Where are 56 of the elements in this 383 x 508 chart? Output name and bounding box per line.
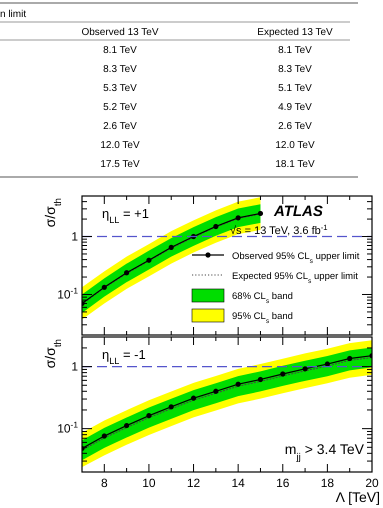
point [146, 258, 152, 263]
point [258, 210, 264, 216]
x-tick-label: 10 [142, 476, 156, 490]
y-tick-label: 1 [71, 230, 78, 244]
text: 18.1 TeV [275, 159, 315, 170]
annotation: ATLAS [273, 203, 323, 220]
x-tick-label: 16 [276, 476, 290, 490]
text: 5.1 TeV [278, 83, 312, 94]
y-tick-label: 1 [71, 360, 78, 374]
point [190, 396, 196, 401]
text: 4.9 TeV [278, 102, 312, 113]
x-tick-label: 14 [231, 476, 246, 490]
x-tick-label: 20 [365, 476, 379, 490]
annotation: η$_{LL}$ = +1 [102, 206, 149, 225]
annotation: √s = 13 TeV, 3.6 fb$^{-1}$ [230, 222, 328, 237]
legend-label: Observed 95% CL$_{s}$ upper limit [232, 251, 360, 264]
x-axis-title: Λ [TeV] [336, 489, 380, 505]
legend-label: Expected 95% CL$_{s}$ upper limit [232, 271, 358, 284]
point [124, 422, 130, 428]
point [302, 366, 308, 372]
y-tick-label: 10$^{-1}$ [57, 420, 78, 436]
category-label: Expected 13 TeV [257, 27, 334, 38]
point [236, 382, 241, 387]
legend-label: 95% CL$_{s}$ band [232, 311, 293, 324]
point [236, 215, 241, 220]
text: 5.3 TeV [103, 83, 137, 94]
point [124, 270, 130, 276]
point [168, 244, 174, 250]
text: 12.0 TeV [100, 140, 140, 151]
category-label: Observed 13 TeV [81, 27, 159, 38]
point [168, 404, 174, 410]
text: 5.2 TeV [103, 102, 137, 113]
point [280, 371, 286, 377]
text: 17.5 TeV [100, 159, 140, 170]
point [102, 284, 107, 290]
text: 8.3 TeV [103, 64, 137, 75]
point [146, 413, 152, 418]
annotation: m$_{jj}$ > 3.4 TeV [284, 441, 365, 462]
text: 2.6 TeV [103, 121, 137, 132]
x-tick-label: 18 [320, 476, 334, 490]
y-tick-label: 10$^{-1}$ [57, 285, 78, 302]
x-tick-label: 8 [100, 476, 108, 490]
point [347, 356, 352, 362]
text: 8.1 TeV [103, 45, 137, 56]
point [213, 388, 218, 394]
text: n limit [0, 9, 26, 20]
text: 12.0 TeV [275, 140, 315, 151]
point [102, 433, 107, 439]
point [213, 224, 218, 230]
text: 8.3 TeV [278, 64, 312, 75]
annotation: η$_{LL}$ = -1 [102, 347, 146, 366]
text: 8.1 TeV [278, 45, 312, 56]
legend-label: 68% CL$_{s}$ band [232, 291, 293, 304]
point [258, 376, 264, 382]
x-tick-label: 12 [186, 476, 201, 490]
text: 2.6 TeV [278, 121, 312, 132]
